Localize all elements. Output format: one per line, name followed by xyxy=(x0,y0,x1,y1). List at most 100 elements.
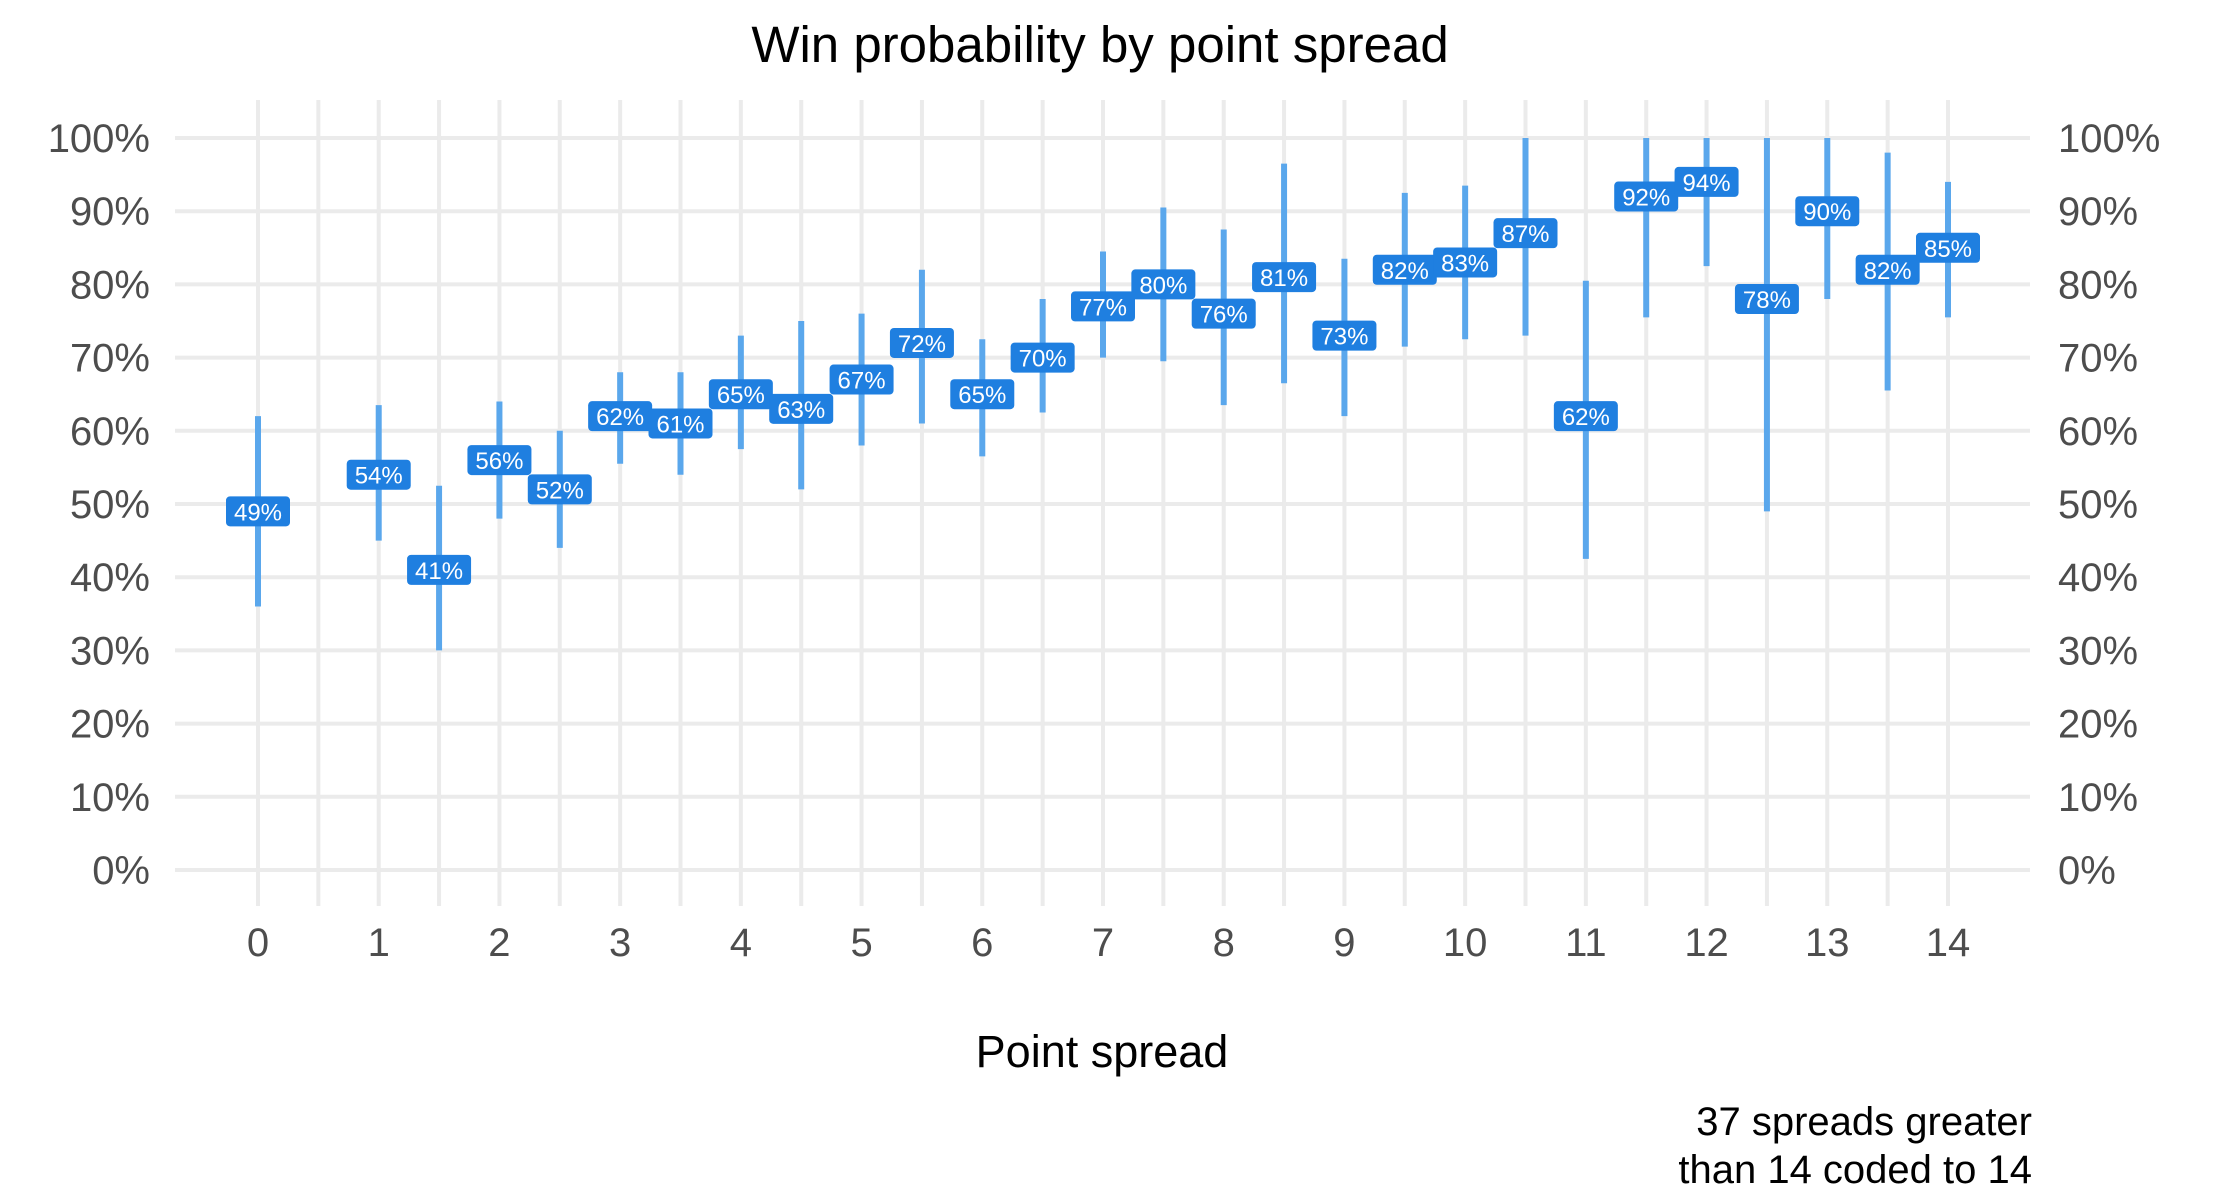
value-label: 62% xyxy=(596,404,644,431)
y-tick-label-left: 0% xyxy=(92,849,150,893)
y-tick-label-right: 90% xyxy=(2058,190,2138,234)
x-axis-title: Point spread xyxy=(976,1026,1229,1077)
y-tick-label-right: 80% xyxy=(2058,263,2138,307)
value-label-box xyxy=(769,393,834,424)
x-tick-label: 0 xyxy=(247,921,269,965)
y-tick-label-left: 10% xyxy=(70,776,150,820)
value-label: 81% xyxy=(1260,265,1308,292)
y-tick-label-left: 100% xyxy=(48,117,150,161)
value-label-box xyxy=(1734,284,1799,315)
value-label: 61% xyxy=(656,411,704,438)
value-label-box xyxy=(1614,181,1679,212)
value-label-box xyxy=(1191,298,1256,329)
y-tick-label-right: 0% xyxy=(2058,849,2116,893)
x-tick-label: 8 xyxy=(1213,921,1235,965)
value-label-box xyxy=(829,364,894,395)
value-label-box xyxy=(226,496,290,527)
x-tick-label: 14 xyxy=(1926,921,1971,965)
value-label-box xyxy=(1252,262,1317,293)
value-label-box xyxy=(708,379,773,410)
value-label: 65% xyxy=(958,382,1006,409)
value-label-box xyxy=(407,554,472,585)
value-label: 54% xyxy=(355,463,403,490)
chart-title: Win probability by point spread xyxy=(751,16,1448,73)
value-label-box xyxy=(467,445,532,476)
value-label: 82% xyxy=(1864,258,1912,285)
y-tick-label-right: 40% xyxy=(2058,556,2138,600)
y-tick-label-left: 50% xyxy=(70,483,150,527)
y-tick-label-left: 40% xyxy=(70,556,150,600)
value-label: 65% xyxy=(717,382,765,409)
y-tick-label-right: 60% xyxy=(2058,410,2138,454)
value-label-box xyxy=(1312,320,1377,351)
y-tick-label-left: 80% xyxy=(70,263,150,307)
value-label: 85% xyxy=(1924,236,1972,263)
x-tick-label: 13 xyxy=(1805,921,1850,965)
value-label: 41% xyxy=(415,558,463,585)
y-axis-left: 0% 10% 20% 30% 40% 50% 60% 70% 80% 90% 100% xyxy=(48,117,150,893)
y-tick-label-left: 70% xyxy=(70,337,150,381)
value-label-box xyxy=(1071,291,1135,322)
value-label-box xyxy=(1493,218,1558,249)
caption-line-1: 37 spreads greater xyxy=(1696,1100,2032,1144)
y-tick-label-left: 90% xyxy=(70,190,150,234)
value-label-box xyxy=(1855,254,1920,285)
x-tick-label: 10 xyxy=(1443,921,1488,965)
y-tick-label-left: 30% xyxy=(70,629,150,673)
value-label-box xyxy=(1795,196,1860,227)
caption-line-2: than 14 coded to 14 xyxy=(1678,1148,2032,1192)
y-tick-label-right: 20% xyxy=(2058,703,2138,747)
value-label: 87% xyxy=(1501,221,1549,248)
value-label-box xyxy=(1916,232,1980,263)
x-tick-label: 9 xyxy=(1333,921,1355,965)
value-label: 63% xyxy=(777,397,825,424)
value-label-box xyxy=(527,474,592,505)
x-tick-label: 12 xyxy=(1684,921,1729,965)
value-label: 56% xyxy=(475,448,523,475)
value-label: 72% xyxy=(898,331,946,358)
value-label: 49% xyxy=(234,499,282,526)
value-label-box xyxy=(950,379,1015,410)
value-label: 82% xyxy=(1381,258,1429,285)
value-label-box xyxy=(1553,401,1618,432)
x-tick-label: 7 xyxy=(1092,921,1114,965)
y-tick-label-right: 10% xyxy=(2058,776,2138,820)
value-label-box xyxy=(648,408,713,439)
value-label-box xyxy=(588,401,653,432)
x-tick-label: 3 xyxy=(609,921,631,965)
value-label-box xyxy=(1010,342,1075,373)
value-label: 92% xyxy=(1622,185,1670,212)
y-tick-label-left: 60% xyxy=(70,410,150,454)
value-label: 62% xyxy=(1562,404,1610,431)
value-label: 70% xyxy=(1019,346,1067,373)
y-tick-label-right: 30% xyxy=(2058,629,2138,673)
x-tick-label: 11 xyxy=(1565,921,1607,965)
x-tick-label: 6 xyxy=(971,921,993,965)
value-label-box xyxy=(346,459,411,490)
x-tick-label: 1 xyxy=(368,921,390,965)
y-axis-right: 0% 10% 20% 30% 40% 50% 60% 70% 80% 90% 100% xyxy=(2058,117,2160,893)
value-label-box xyxy=(1131,269,1196,300)
value-label: 77% xyxy=(1079,294,1127,321)
x-tick-label: 5 xyxy=(850,921,872,965)
value-label-box xyxy=(889,327,954,358)
value-label: 94% xyxy=(1683,170,1731,197)
y-tick-label-left: 20% xyxy=(70,703,150,747)
grid-lines xyxy=(175,100,2030,906)
value-label: 76% xyxy=(1200,302,1248,329)
x-axis: 0 1 2 3 4 5 6 7 8 9 10 11 12 13 14 xyxy=(247,921,1970,965)
value-label: 67% xyxy=(838,368,886,395)
value-label: 90% xyxy=(1803,199,1851,226)
value-label-box xyxy=(1372,254,1437,285)
x-tick-label: 2 xyxy=(488,921,510,965)
value-labels: 49% 54% 41% 56% 52% 62% 61% 65% 63% 67% 72% 65% 70% 7… xyxy=(226,166,1980,585)
y-tick-label-right: 50% xyxy=(2058,483,2138,527)
value-label: 78% xyxy=(1743,287,1791,314)
y-tick-label-right: 100% xyxy=(2058,117,2160,161)
value-label: 52% xyxy=(536,477,584,504)
value-label: 80% xyxy=(1139,272,1187,299)
value-label: 83% xyxy=(1441,250,1489,277)
value-label-box xyxy=(1433,247,1498,278)
y-tick-label-right: 70% xyxy=(2058,337,2138,381)
